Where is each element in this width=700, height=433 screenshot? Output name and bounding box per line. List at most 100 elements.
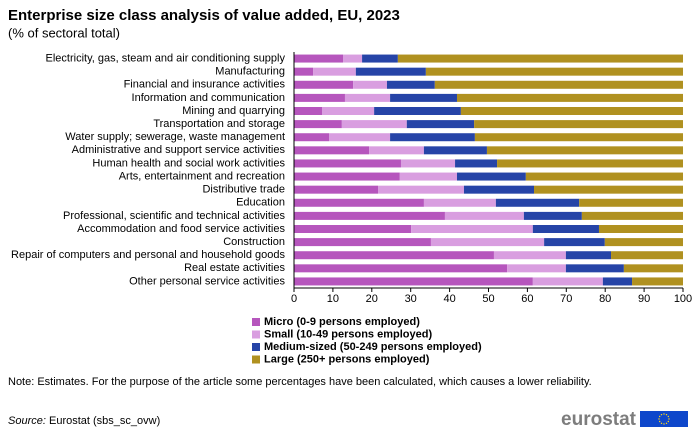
note: Note: Estimates. For the purpose of the … [8, 376, 592, 388]
x-tick-label: 80 [599, 293, 611, 305]
eu-flag [640, 411, 688, 427]
legend-swatch [252, 355, 260, 364]
logo-text: eurostat [561, 409, 637, 430]
bar-segment [390, 133, 475, 142]
y-tick-label: Real estate activities [184, 262, 285, 274]
bar-segment [378, 185, 464, 194]
flag-star [665, 413, 668, 416]
x-tick-label: 50 [482, 293, 494, 305]
legend-swatch [252, 318, 260, 326]
bar-segment [294, 159, 401, 168]
chart-title: Enterprise size class analysis of value … [8, 7, 400, 24]
bar-segment [579, 198, 683, 207]
bar-segment [611, 251, 683, 260]
legend-swatch [252, 343, 260, 351]
y-tick-label: Arts, entertainment and recreation [119, 170, 285, 182]
bar-segment [294, 172, 400, 181]
bar-segment [294, 146, 370, 155]
bar-segment [355, 67, 426, 76]
bar-segment [353, 80, 387, 89]
bar-segment [565, 264, 624, 273]
bar-segment [341, 120, 407, 129]
bar-segment [294, 225, 412, 233]
bar-segment [423, 198, 496, 207]
bar-segment [294, 133, 330, 142]
y-tick-label: Water supply; sewerage, waste management [65, 131, 285, 143]
legend-label: Micro (0-9 persons employed) [264, 316, 420, 328]
bar-segment [507, 264, 566, 273]
x-tick-label: 100 [674, 293, 692, 305]
bar-segment [604, 238, 683, 247]
bar-segment [294, 277, 533, 286]
bar-segment [493, 251, 566, 260]
bar-segment [632, 277, 683, 286]
bar-segment [425, 67, 683, 76]
bar-segment [294, 185, 379, 194]
y-tick-label: Electricity, gas, steam and air conditio… [46, 52, 286, 64]
y-tick-label: Repair of computers and personal and hou… [11, 249, 285, 261]
flag-star [663, 423, 665, 425]
flag-star [663, 413, 665, 415]
bar-segment [565, 251, 612, 260]
bar-segment [406, 120, 475, 129]
flag-star [668, 418, 670, 420]
bar-segment [495, 198, 580, 207]
bar-segment [474, 133, 683, 142]
bar-segment [532, 225, 599, 233]
bar-segment [455, 159, 498, 168]
bar-segment [623, 264, 683, 273]
bar-segment [294, 238, 431, 247]
y-tick-label: Human health and social work activities [92, 157, 285, 169]
y-tick-label: Transportation and storage [153, 118, 285, 130]
x-tick-label: 70 [560, 293, 572, 305]
y-tick-label: Other personal service activities [129, 275, 285, 287]
bar-segment [294, 264, 508, 273]
bar-segment [294, 251, 494, 260]
bar-segment [534, 185, 683, 194]
bar-segment [444, 211, 524, 220]
flag-star [660, 413, 663, 416]
y-tick-label: Information and communication [132, 92, 285, 104]
y-tick-label: Education [236, 197, 285, 209]
bar-segment [313, 67, 356, 76]
bar-segment [294, 54, 344, 63]
bar-segment [386, 80, 435, 89]
x-tick-label: 40 [443, 293, 455, 305]
bar-segment [423, 146, 487, 155]
bar-segment [397, 54, 683, 63]
y-tick-label: Financial and insurance activities [124, 79, 286, 91]
bar-segment [523, 211, 582, 220]
source-label: Source: [8, 415, 46, 427]
bar-segment [525, 172, 683, 181]
bar-segment [374, 107, 461, 115]
bar-segment [544, 238, 605, 247]
bar-segment [430, 238, 545, 247]
x-tick-label: 30 [405, 293, 417, 305]
bar-segment [329, 133, 391, 142]
flag-star [658, 418, 660, 420]
flag-star [658, 420, 661, 423]
x-tick-label: 10 [327, 293, 339, 305]
bar-segment [294, 211, 445, 220]
chart-subtitle: (% of sectoral total) [8, 25, 120, 40]
bar-segment [602, 277, 633, 286]
bar-segment [532, 277, 603, 286]
bar-segment [411, 225, 533, 233]
bar-segment [463, 185, 535, 194]
legend-label: Medium-sized (50-249 persons employed) [264, 341, 482, 353]
bar-segment [294, 107, 323, 115]
y-tick-label: Distributive trade [202, 184, 285, 196]
flag-star [667, 420, 670, 423]
y-tick-label: Manufacturing [215, 66, 285, 78]
flag-star [667, 415, 670, 418]
bar-segment [294, 67, 314, 76]
bar-segment [460, 107, 683, 115]
x-tick-label: 90 [638, 293, 650, 305]
bar-segment [343, 54, 363, 63]
flag-star [665, 422, 668, 425]
legend-label: Large (250+ persons employed) [264, 353, 430, 365]
y-tick-label: Accommodation and food service activitie… [77, 223, 285, 235]
bar-segment [322, 107, 375, 115]
bar-segment [399, 172, 457, 181]
